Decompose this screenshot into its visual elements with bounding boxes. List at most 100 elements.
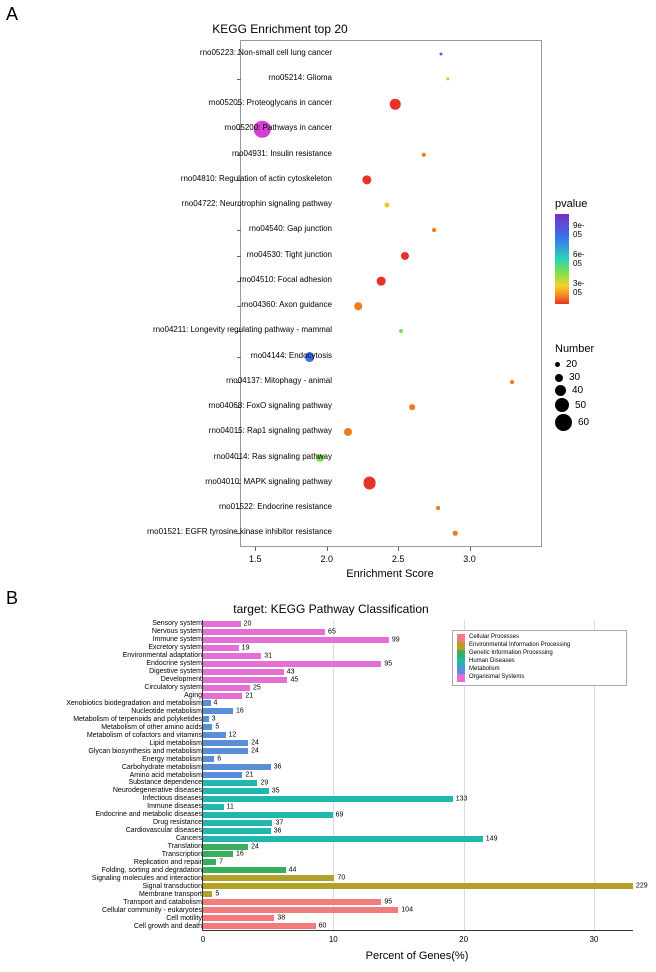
classification-bar (203, 653, 261, 659)
bar-value: 69 (336, 811, 344, 818)
panel-a-xtick: 3.0 (463, 554, 476, 564)
size-legend-label: 50 (575, 400, 586, 411)
panel-b-ylabel: Xenobiotics biodegradation and metabolis… (27, 700, 202, 707)
bar-value: 44 (289, 867, 297, 874)
panel-b-ylabel: Aging (27, 692, 202, 699)
bar-value: 35 (272, 787, 280, 794)
enrichment-dot (410, 404, 416, 410)
legend-row: Organismal Systems (457, 674, 622, 682)
panel-b-ylabel: Carbohydrate metabolism (27, 764, 202, 771)
pvalue-colorbar: 9e-056e-053e-05 (555, 214, 569, 304)
classification-bar (203, 772, 242, 778)
pvalue-tick: 3e-05 (573, 279, 585, 297)
bar-value: 24 (251, 843, 259, 850)
size-legend-label: 40 (572, 385, 583, 396)
bar-value: 38 (277, 915, 285, 922)
panel-a-ylabel: rno04015: Rap1 signaling pathway (122, 427, 332, 435)
enrichment-dot (363, 476, 376, 489)
panel-a-ylabel: rno04137: Mitophagy - animal (122, 377, 332, 385)
classification-bar (203, 716, 209, 722)
enrichment-dot (440, 52, 443, 55)
panel-b-ylabel: Endocrine system (27, 660, 202, 667)
panel-b-ylabel: Signal transduction (27, 883, 202, 890)
bar-value: 16 (236, 851, 244, 858)
panel-b-label: B (6, 588, 18, 609)
panel-b-legend: Cellular ProcessesEnvironmental Informat… (452, 630, 627, 686)
panel-b-xtick: 10 (329, 935, 338, 944)
panel-b-xtick: 30 (589, 935, 598, 944)
panel-a-ylabel: rno04510: Focal adhesion (122, 276, 332, 284)
pvalue-tick: 6e-05 (573, 250, 585, 268)
panel-b-ylabel: Transcription (27, 851, 202, 858)
panel-b-ylabel: Transport and catabolism (27, 899, 202, 906)
classification-bar (203, 732, 226, 738)
enrichment-dot (510, 380, 514, 384)
classification-bar (203, 804, 224, 810)
legend-label: Human Diseases (469, 658, 515, 666)
classification-bar (203, 915, 274, 921)
panel-b-ylabel: Drug resistance (27, 819, 202, 826)
legend-swatch (457, 666, 465, 674)
panel-b-ylabel: Environmental adaptation (27, 652, 202, 659)
panel-a-ylabel: rno04068: FoxO signaling pathway (122, 402, 332, 410)
panel-b-ylabel: Immune system (27, 636, 202, 643)
panel-a-ylabel: rno04144: Endocytosis (122, 352, 332, 360)
legend-label: Genetic Information Processing (469, 650, 553, 658)
bar-value: 4 (214, 700, 218, 707)
pvalue-legend: pvalue 9e-056e-053e-05 (555, 198, 587, 304)
classification-bar (203, 796, 453, 802)
panel-b-ylabel: Energy metabolism (27, 756, 202, 763)
legend-label: Metabolism (469, 666, 500, 674)
panel-a-ylabel: rno04014: Ras signaling pathway (122, 453, 332, 461)
bar-value: 5 (215, 891, 219, 898)
bar-value: 229 (636, 883, 648, 890)
classification-bar (203, 851, 233, 857)
classification-bar (203, 867, 286, 873)
size-legend-label: 30 (569, 372, 580, 383)
panel-b-ylabel: Development (27, 676, 202, 683)
size-legend-row: 50 (555, 398, 594, 412)
classification-bar (203, 828, 271, 834)
classification-bar (203, 685, 250, 691)
panel-b-ylabel: Neurodegenerative diseases (27, 787, 202, 794)
size-legend-dot (555, 398, 569, 412)
size-legend-dot (555, 374, 563, 382)
panel-a-xtick: 2.5 (392, 554, 405, 564)
size-legend-label: 60 (578, 417, 589, 428)
enrichment-dot (362, 175, 371, 184)
panel-b-ylabel: Metabolism of terpenoids and polyketides (27, 716, 202, 723)
enrichment-dot (399, 329, 403, 333)
bar-value: 25 (253, 684, 261, 691)
bar-value: 20 (244, 620, 252, 627)
bar-value: 95 (384, 899, 392, 906)
enrichment-dot (377, 277, 386, 286)
bar-value: 31 (264, 652, 272, 659)
classification-bar (203, 883, 633, 889)
classification-bar (203, 844, 248, 850)
panel-b-ylabel: Cancers (27, 835, 202, 842)
panel-b-xtick: 0 (201, 935, 205, 944)
legend-swatch (457, 634, 465, 642)
size-legend-title: Number (555, 343, 594, 355)
panel-a-ylabel: rno04540: Gap junction (122, 225, 332, 233)
panel-a-plot: 1.52.02.53.0 (240, 40, 542, 547)
panel-a-label: A (6, 4, 18, 25)
panel-b-ylabel: Circulatory system (27, 684, 202, 691)
classification-bar (203, 859, 216, 865)
classification-bar (203, 708, 233, 714)
panel-b-ylabel: Replication and repair (27, 859, 202, 866)
classification-bar (203, 637, 389, 643)
panel-b-ylabel: Sensory system (27, 620, 202, 627)
panel-a-ylabel: rno04722: Neurotrophin signaling pathway (122, 200, 332, 208)
bar-value: 104 (401, 907, 413, 914)
classification-bar (203, 756, 214, 762)
enrichment-dot (453, 531, 458, 536)
enrichment-dot (446, 77, 449, 80)
enrichment-dot (422, 152, 427, 157)
classification-bar (203, 899, 381, 905)
legend-swatch (457, 642, 465, 650)
classification-bar (203, 693, 242, 699)
classification-bar (203, 923, 316, 929)
panel-a-ylabel: rno05200: Pathways in cancer (122, 124, 332, 132)
classification-bar (203, 740, 248, 746)
